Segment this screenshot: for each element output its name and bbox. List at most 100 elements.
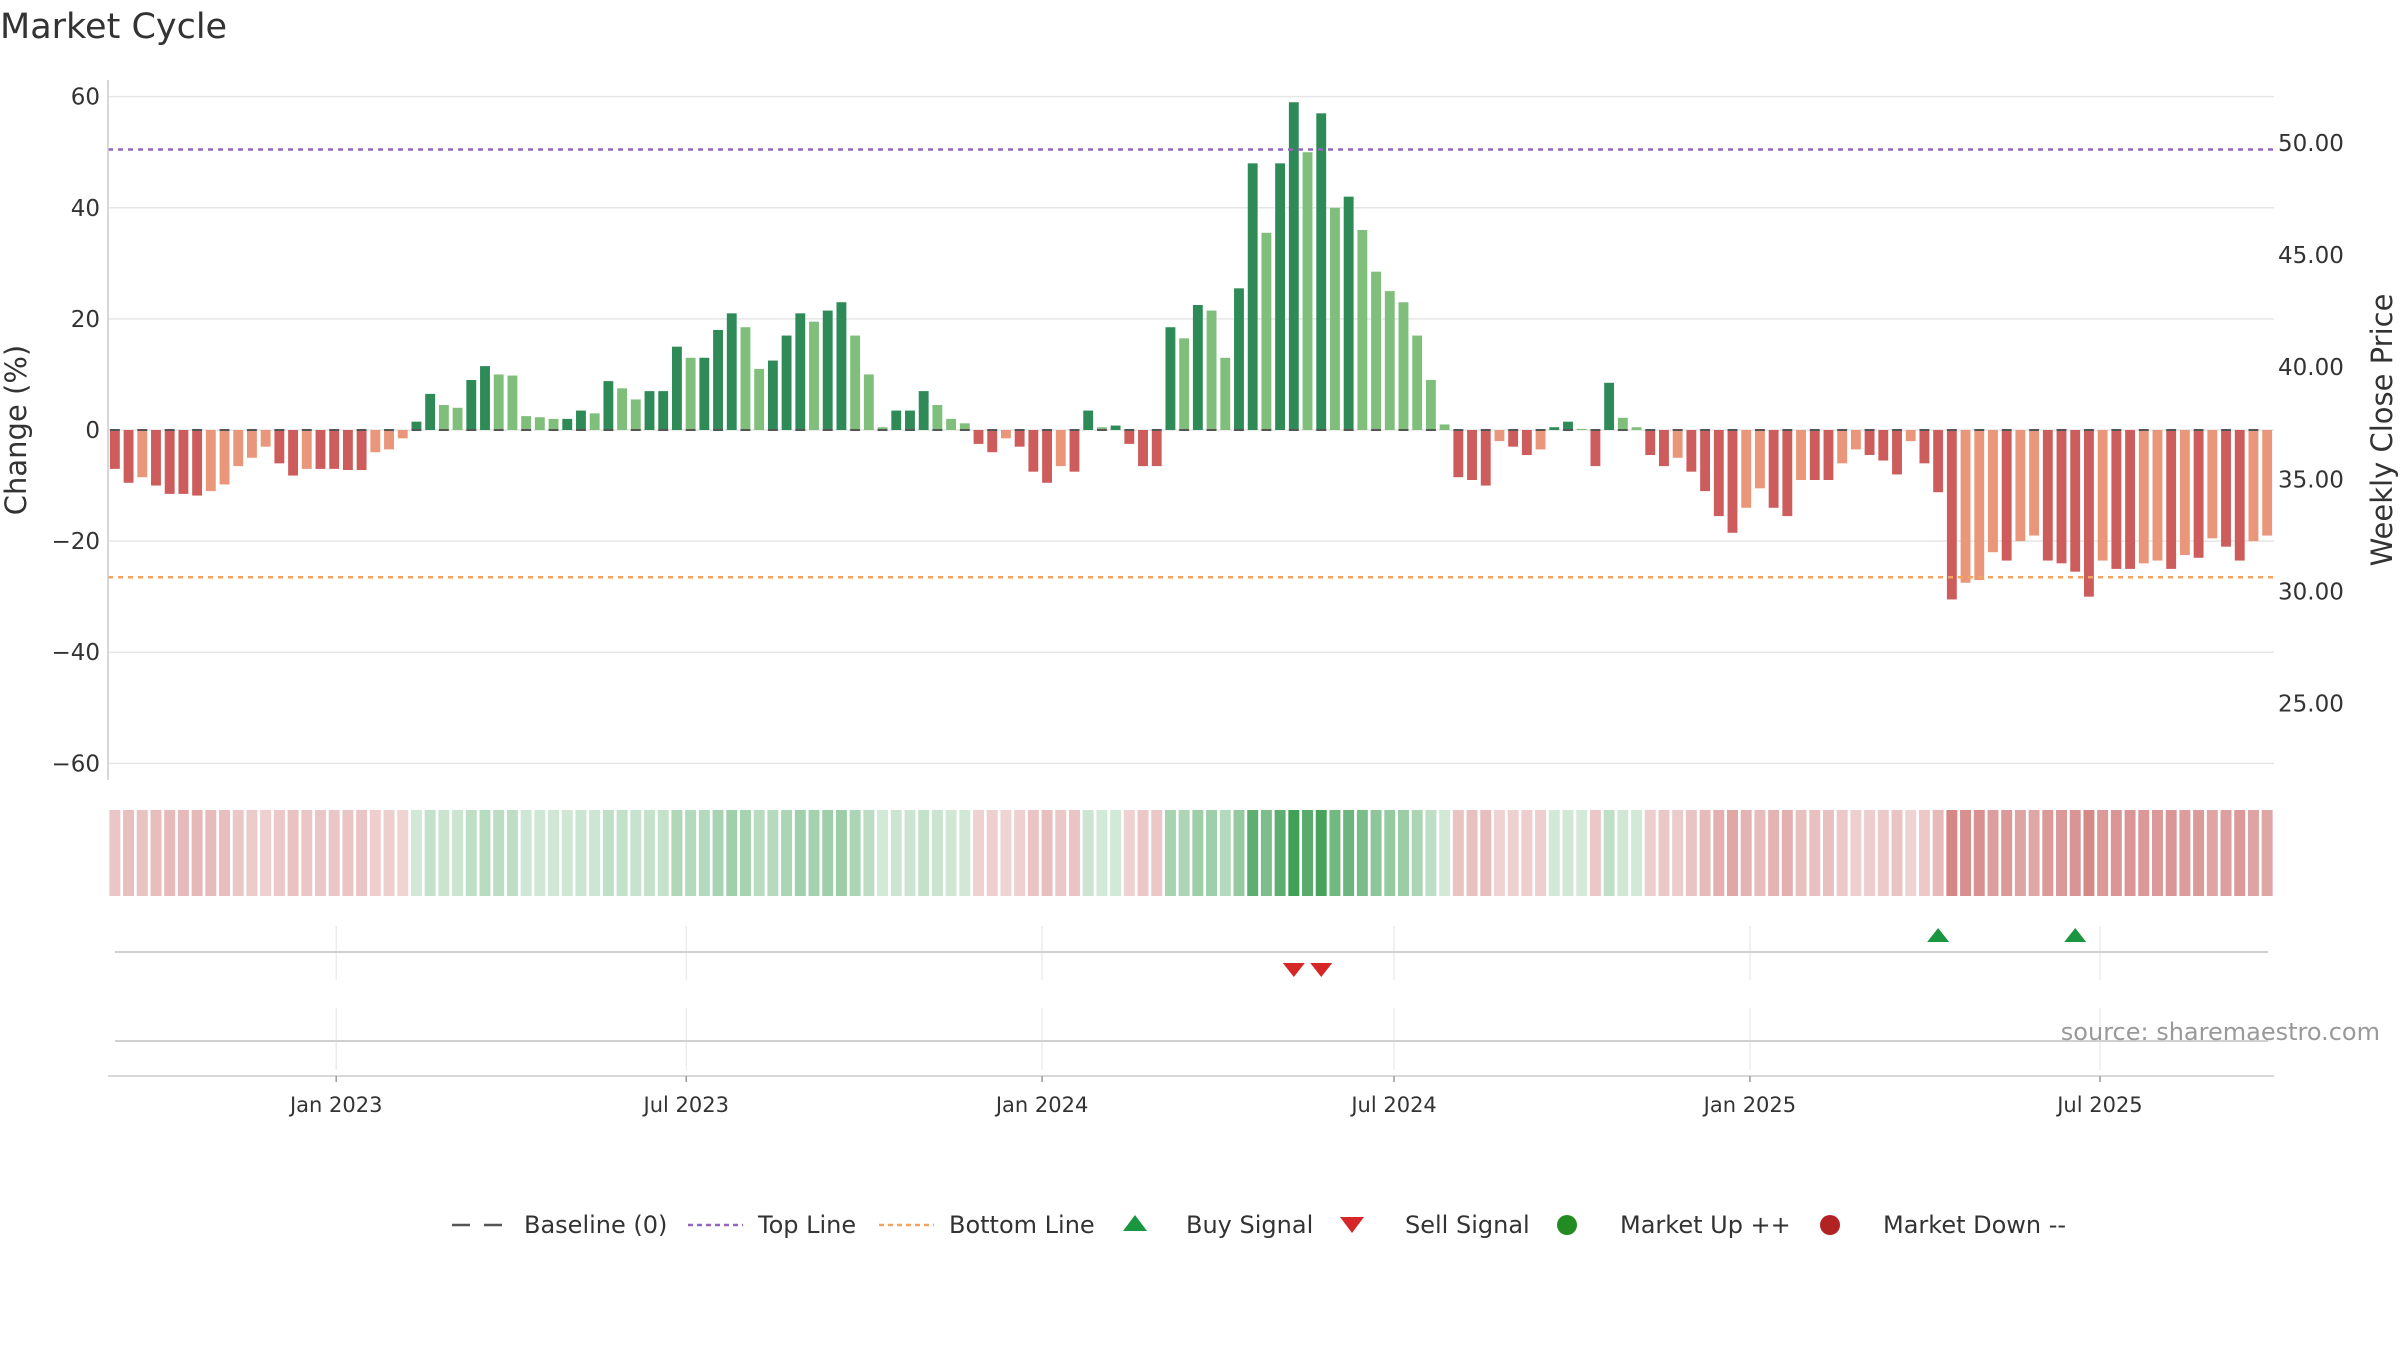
bar (466, 380, 477, 430)
heat-cell (301, 810, 313, 896)
heat-cell (465, 810, 477, 896)
heat-cell (1384, 810, 1396, 896)
heat-cell (1110, 810, 1122, 896)
bar (397, 430, 408, 439)
heat-cell (1164, 810, 1176, 896)
heat-cell (1562, 810, 1574, 896)
bar (1398, 302, 1409, 430)
bar (1796, 430, 1806, 480)
heat-cell (1535, 810, 1547, 896)
heat-cell (644, 810, 655, 896)
heat-cell (753, 810, 765, 896)
heat-cell (822, 810, 834, 896)
bar (1878, 430, 1889, 461)
bar (1412, 335, 1423, 430)
y-tick-label: 0 (85, 418, 100, 444)
x-tick-label: Jul 2023 (642, 1093, 729, 1117)
bar (1988, 430, 1998, 553)
heat-cell (616, 810, 628, 896)
bar (822, 310, 833, 430)
bar (548, 418, 559, 430)
heat-cell (1918, 810, 1930, 896)
legend-sell-swatch (1340, 1217, 1364, 1233)
bar (1686, 430, 1697, 472)
bar (534, 417, 545, 430)
bar (699, 357, 710, 430)
bar (863, 374, 874, 430)
bar (1234, 288, 1244, 430)
bar (205, 430, 216, 492)
heat-cell (685, 810, 697, 896)
bar (1576, 428, 1587, 430)
bar (836, 302, 847, 430)
heat-cell (1370, 810, 1382, 896)
bar (1165, 327, 1176, 430)
heat-cell (1905, 810, 1917, 896)
heat-cell (1014, 810, 1026, 896)
legend-label: Market Down -- (1883, 1211, 2066, 1239)
heat-cell (1644, 810, 1656, 896)
heat-cell (2165, 810, 2177, 896)
bar (1316, 113, 1327, 430)
heat-cell (835, 810, 847, 896)
buy-signal-marker (1927, 928, 1950, 942)
heat-cell (1096, 810, 1108, 896)
heat-cell (1631, 810, 1643, 896)
bar (644, 391, 655, 430)
bar (329, 430, 340, 469)
bar (1371, 271, 1382, 430)
bar (1343, 196, 1354, 430)
y2-tick-label: 25.00 (2278, 692, 2344, 718)
heat-cell (890, 810, 902, 896)
legend-item: Top Line (688, 1211, 856, 1239)
bar (2111, 430, 2122, 569)
heat-cell (1973, 810, 1985, 896)
legend-label: Baseline (0) (524, 1211, 667, 1239)
heat-cell (2028, 810, 2040, 896)
bar (1151, 430, 1162, 467)
heat-cell (1548, 810, 1560, 896)
heat-cell (1589, 810, 1601, 896)
bar (1617, 417, 1628, 430)
bar (781, 335, 792, 430)
heat-cell (1288, 810, 1300, 896)
bar (1453, 430, 1464, 478)
heat-cell (1302, 810, 1314, 896)
legend-label: Top Line (757, 1211, 856, 1239)
bar (247, 430, 257, 458)
bar (1124, 430, 1135, 444)
heat-cell (1850, 810, 1862, 896)
bar (1261, 232, 1272, 430)
legend-item: Market Up ++ (1557, 1211, 1791, 1239)
bar (1206, 310, 1217, 430)
heat-cell (863, 810, 875, 896)
bar (2056, 430, 2067, 564)
bar (905, 410, 915, 430)
heat-cell (177, 810, 189, 896)
bar (1138, 430, 1148, 467)
bar (178, 430, 189, 494)
bar (685, 357, 696, 430)
heat-cell (1672, 810, 1684, 896)
bar (1864, 430, 1875, 455)
bar (315, 430, 326, 469)
heat-cell (1768, 810, 1780, 896)
bar (2262, 430, 2273, 536)
bar (288, 430, 299, 476)
heat-cell (315, 810, 326, 896)
bar (1892, 430, 1902, 475)
y2-axis-label: Weekly Close Price (2365, 294, 2399, 567)
heat-cell (2261, 810, 2273, 896)
bar (1083, 410, 1094, 430)
bar (2015, 430, 2026, 542)
legend-item: Sell Signal (1340, 1211, 1530, 1239)
heat-cell (520, 810, 532, 896)
heat-cell (2110, 810, 2122, 896)
bar (918, 391, 929, 430)
bar (109, 430, 120, 469)
heat-cell (1206, 810, 1218, 896)
bar (603, 381, 614, 430)
bar (1809, 430, 1820, 480)
bar (1220, 357, 1231, 430)
heat-cell (2234, 810, 2246, 896)
